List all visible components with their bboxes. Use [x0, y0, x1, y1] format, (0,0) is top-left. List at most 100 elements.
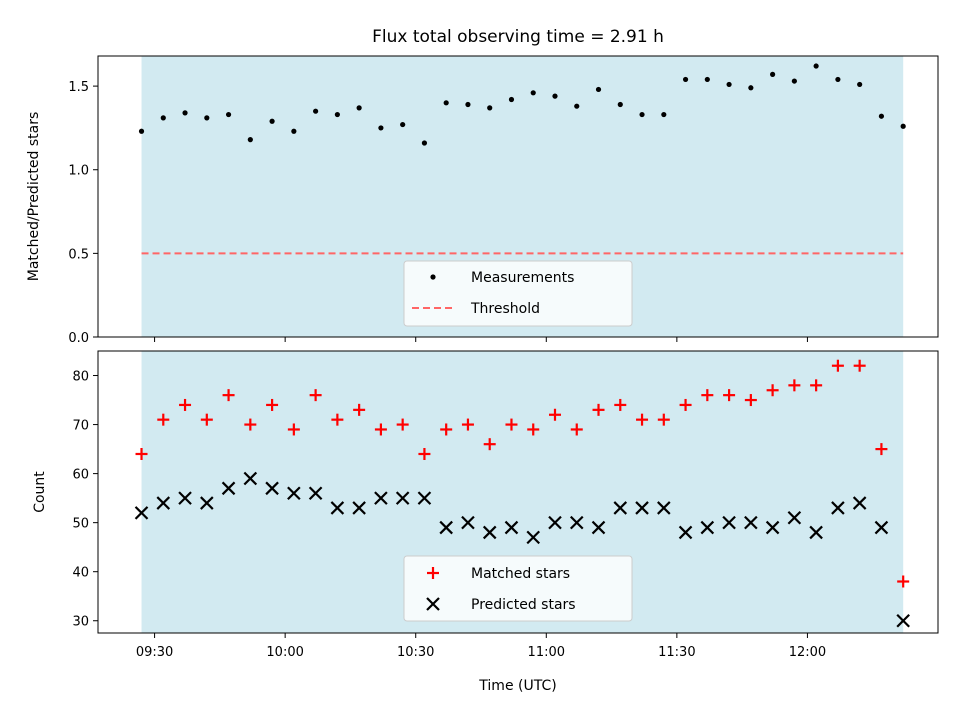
predicted-point	[461, 515, 475, 530]
legend-label-measurements: Measurements	[471, 270, 574, 286]
measurement-point	[595, 86, 602, 93]
matched-point	[461, 418, 474, 431]
matched-point	[505, 418, 518, 431]
bottom-legend-box	[403, 555, 633, 622]
measurement-point	[878, 113, 885, 119]
measurement-point	[574, 103, 580, 109]
x-tick-label: 12:00	[789, 645, 826, 660]
matched-point	[744, 394, 757, 407]
measurement-point	[704, 76, 710, 83]
predicted-point	[722, 515, 736, 530]
measurement-point	[661, 111, 667, 118]
predicted-point	[504, 520, 519, 535]
measurement-point	[225, 111, 232, 118]
measurement-point	[443, 100, 449, 106]
predicted-point	[439, 520, 453, 535]
predicted-point	[700, 520, 715, 535]
matched-point	[723, 389, 736, 402]
measurement-point	[160, 115, 166, 121]
measurement-point	[791, 78, 797, 84]
top-data-marks	[138, 63, 906, 255]
measurement-point	[204, 115, 210, 121]
legend-marker-matched	[427, 567, 439, 579]
predicted-point	[831, 501, 845, 515]
predicted-point	[657, 501, 671, 515]
y-tick-label: 0.5	[68, 247, 89, 262]
measurement-point	[748, 85, 754, 91]
matched-point	[701, 389, 714, 402]
top-panel: 0.0 0.5 1.0 1.5 Matched/Predicted stars Mea…	[26, 55, 939, 346]
matched-point	[287, 423, 300, 436]
y-tick-label: 1.0	[68, 164, 89, 179]
bottom-y-axis-label: Count	[32, 471, 48, 513]
bottom-legend: Matched stars Predicted stars	[403, 555, 633, 622]
measurement-point	[857, 81, 863, 88]
matched-point	[592, 403, 605, 416]
y-tick-label: 70	[72, 419, 89, 434]
top-plot-frame	[97, 55, 939, 338]
matched-point	[853, 359, 866, 372]
top-x-ticks	[154, 337, 808, 342]
measurement-point	[530, 90, 536, 96]
matched-point	[266, 398, 279, 411]
matched-point	[222, 389, 235, 402]
bottom-data-marks	[134, 359, 910, 628]
bottom-panel: 30 40 50 60 70 80 09:30 10:00 10:30 11:00 11:30 12…	[32, 350, 939, 694]
bottom-x-ticks: 09:30 10:00 10:30 11:00 11:30 12:00	[136, 633, 826, 660]
predicted-point	[591, 520, 606, 535]
y-tick-label: 1.5	[68, 80, 89, 95]
matched-point	[157, 413, 170, 426]
x-tick-label: 11:00	[528, 645, 565, 660]
bottom-plot-frame	[97, 350, 939, 634]
legend-label-matched: Matched stars	[471, 566, 570, 582]
measurement-point	[508, 96, 515, 103]
predicted-point	[200, 496, 214, 510]
predicted-point	[613, 501, 628, 515]
y-tick-label: 60	[72, 468, 89, 483]
matched-point	[396, 418, 409, 431]
legend-marker-measurements	[430, 274, 436, 280]
matched-point	[788, 379, 801, 392]
matched-point	[331, 413, 344, 426]
predicted-point	[635, 501, 649, 515]
measurement-point	[334, 111, 340, 118]
top-legend-box	[403, 260, 633, 327]
predicted-point	[417, 491, 432, 505]
measurement-point	[900, 123, 906, 129]
measurement-point	[313, 108, 319, 114]
predicted-point	[526, 530, 541, 545]
matched-point	[614, 398, 627, 411]
matched-point	[418, 447, 431, 460]
measurement-point	[356, 105, 362, 111]
top-y-axis-label: Matched/Predicted stars	[26, 112, 42, 282]
matched-point	[570, 423, 583, 436]
matched-point	[810, 379, 823, 392]
legend-label-predicted: Predicted stars	[471, 597, 576, 613]
predicted-point	[678, 525, 693, 540]
matched-point	[679, 398, 692, 411]
matched-point	[440, 423, 453, 436]
matched-point	[636, 413, 649, 426]
measurement-point	[835, 76, 841, 83]
predicted-point	[744, 515, 758, 530]
predicted-point	[896, 613, 910, 628]
y-tick-label: 40	[72, 566, 89, 581]
predicted-point	[352, 501, 366, 515]
predicted-point	[787, 510, 802, 525]
predicted-point	[265, 481, 279, 496]
predicted-point	[374, 491, 388, 505]
predicted-point	[287, 486, 301, 501]
x-tick-label: 09:30	[136, 645, 173, 660]
predicted-point	[308, 486, 323, 501]
y-tick-label: 30	[72, 615, 89, 630]
predicted-point	[874, 520, 889, 535]
measurement-point	[639, 111, 645, 118]
measurement-point	[770, 71, 776, 77]
matched-point	[353, 403, 366, 416]
measurement-point	[421, 140, 428, 146]
matched-point	[831, 359, 844, 372]
measurement-point	[291, 128, 297, 134]
predicted-point	[221, 481, 236, 496]
measurement-point	[617, 101, 623, 108]
